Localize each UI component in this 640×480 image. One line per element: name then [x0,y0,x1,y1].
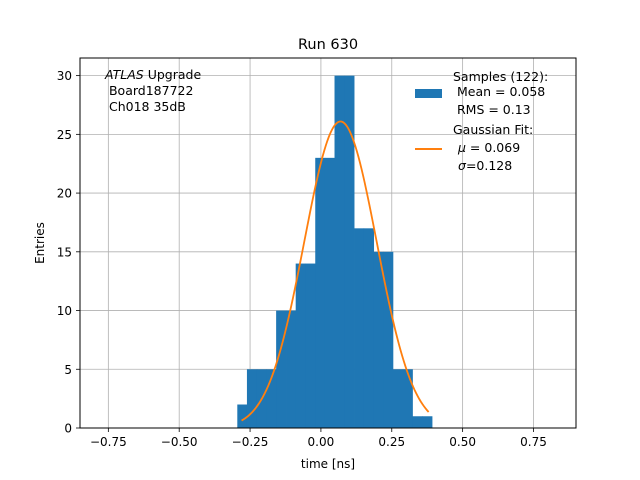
annotation-line-3: Ch018 35dB [105,99,186,114]
histogram-bar [305,263,316,428]
annotation-upgrade: Upgrade [144,67,202,82]
y-tick-label: 10 [57,304,72,318]
chart-title: Run 630 [298,37,358,53]
y-axis-label: Entries [33,222,47,264]
sigma-value: =0.128 [466,158,512,173]
legend: Samples (122): Mean = 0.058 RMS = 0.13 G… [415,69,548,173]
histogram-bar [422,416,433,428]
annotation-line-1: ATLAS Upgrade [104,67,201,82]
x-tick-label: 0.50 [449,435,476,449]
histogram-bar [315,157,326,429]
histogram-bar [324,157,335,429]
legend-fit-sigma: σ=0.128 [458,158,512,173]
x-tick-label: −0.50 [161,435,198,449]
legend-samples-rms: RMS = 0.13 [453,102,531,117]
histogram-bar [354,228,365,428]
y-tick-label: 5 [64,363,72,377]
y-tick-label: 20 [57,187,72,201]
plot-frame [79,57,577,429]
histogram-bar [237,404,248,428]
y-tick-label: 30 [57,69,72,83]
histogram-bar [334,75,345,428]
y-tick-label: 15 [57,245,72,259]
histogram-bars [237,75,433,429]
x-axis-label: time [ns] [301,457,355,471]
annotation-experiment: ATLAS [104,67,144,82]
y-tick-label: 25 [57,128,72,142]
legend-fit-line-1: Gaussian Fit: [453,122,533,137]
legend-samples-mean: Mean = 0.058 [453,84,545,99]
histogram-bar [286,310,297,428]
mu-symbol: μ [457,140,466,155]
histogram-bar [276,310,287,428]
x-tick-label: 0.25 [378,435,405,449]
histogram-bar [402,369,413,428]
x-axis-ticks: −0.75 −0.50 −0.25 0.00 0.25 0.50 0.75 [90,428,547,449]
x-tick-label: −0.25 [232,435,269,449]
y-axis-ticks: 0 5 10 15 20 25 30 [57,69,80,436]
histogram-bar [266,369,277,428]
mu-value: = 0.069 [466,140,520,155]
histogram-bar [246,369,258,428]
fit-curve [241,120,430,422]
histogram-bar [295,263,306,428]
y-tick-label: 0 [64,422,72,436]
sigma-symbol: σ [458,158,467,173]
histogram-bar [392,369,404,428]
legend-swatch-samples [415,89,442,98]
gaussian-fit [241,120,430,422]
histogram-bar [363,228,375,428]
x-tick-label: 0.75 [520,435,547,449]
histogram-bar [344,75,355,428]
x-tick-label: 0.00 [308,435,335,449]
annotation-line-2: Board187722 [105,83,193,98]
legend-fit-mu: μ = 0.069 [457,140,520,155]
annotation-box: ATLAS Upgrade Board187722 Ch018 35dB [104,67,201,114]
histogram-bar [373,251,384,428]
histogram-bar [412,416,423,428]
legend-samples-line-1: Samples (122): [453,69,548,84]
histogram-bar [383,251,394,428]
x-tick-label: −0.75 [90,435,127,449]
